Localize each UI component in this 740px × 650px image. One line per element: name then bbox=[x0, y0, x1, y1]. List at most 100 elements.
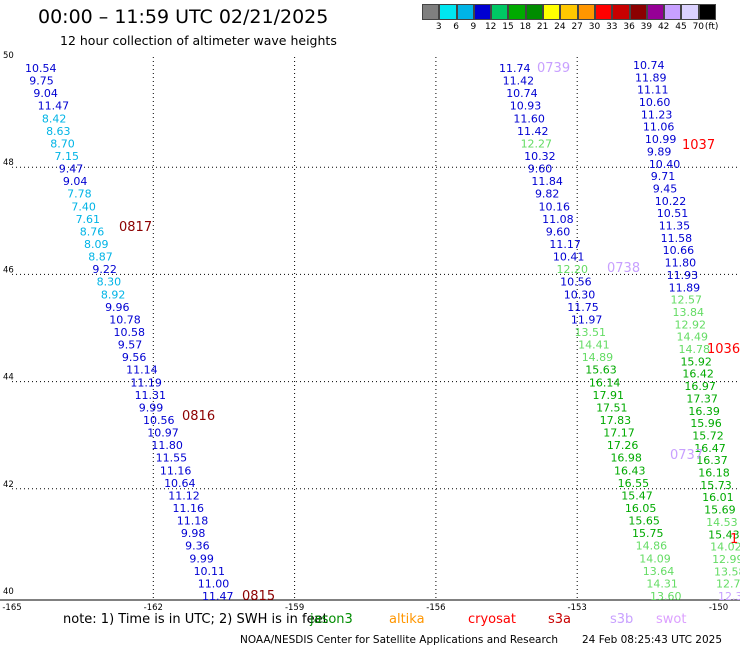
wave-height-value: 16.05 bbox=[625, 502, 657, 515]
pass-time-label: 0816 bbox=[182, 409, 215, 424]
wave-height-value: 10.32 bbox=[524, 150, 556, 163]
lat-tick-label: 44 bbox=[3, 373, 14, 383]
colorbar-swatch bbox=[456, 4, 474, 20]
colorbar-label: 12 bbox=[484, 22, 497, 32]
colorbar-label: 6 bbox=[453, 22, 459, 32]
lon-tick-label: -153 bbox=[568, 603, 587, 610]
wave-height-value: 7.15 bbox=[55, 150, 80, 163]
wave-height-value: 14.31 bbox=[646, 577, 678, 590]
wave-height-value: 11.80 bbox=[151, 439, 183, 452]
wave-height-value: 11.74 bbox=[499, 62, 531, 75]
wave-height-value: 15.92 bbox=[680, 355, 712, 368]
wave-height-value: 10.60 bbox=[639, 96, 671, 109]
wave-height-value: 17.83 bbox=[600, 414, 632, 427]
wave-height-value: 8.87 bbox=[88, 251, 113, 264]
wave-height-value: 10.51 bbox=[657, 207, 689, 220]
wave-height-value: 11.08 bbox=[542, 213, 574, 226]
wave-height-value: 9.22 bbox=[92, 263, 117, 276]
wave-height-value: 15.75 bbox=[632, 527, 664, 540]
wave-height-value: 15.69 bbox=[704, 504, 736, 517]
wave-height-value: 11.75 bbox=[567, 301, 599, 314]
wave-height-value: 12.57 bbox=[671, 294, 703, 307]
wave-height-value: 9.75 bbox=[29, 75, 54, 88]
wave-height-value: 16.14 bbox=[589, 376, 621, 389]
colorbar-label: 21 bbox=[536, 22, 549, 32]
wave-height-value: 10.56 bbox=[143, 414, 175, 427]
wave-height-value: 15.72 bbox=[692, 429, 724, 442]
wave-height-value: 16.98 bbox=[610, 452, 642, 465]
wave-height-value: 11.19 bbox=[130, 376, 162, 389]
wave-height-value: 15.43 bbox=[708, 528, 740, 541]
wave-height-value: 13.84 bbox=[673, 306, 705, 319]
colorbar-swatch bbox=[422, 4, 440, 20]
colorbar-label: 9 bbox=[470, 22, 477, 32]
colorbar-swatch bbox=[508, 4, 526, 20]
wave-height-value: 10.16 bbox=[539, 200, 571, 213]
colorbar-label: 45 bbox=[675, 22, 687, 32]
pass-time-label: 0815 bbox=[242, 589, 275, 604]
wave-height-value: 15.65 bbox=[628, 515, 660, 528]
track-left: 10.549.759.0411.478.428.638.707.159.479.… bbox=[25, 62, 234, 603]
wave-height-value: 13.64 bbox=[643, 565, 675, 578]
wave-height-value: 8.70 bbox=[50, 137, 75, 150]
colorbar-swatch bbox=[646, 4, 665, 20]
track-middle: 11.7411.4210.7410.9311.6011.4212.2710.32… bbox=[499, 62, 682, 603]
wave-height-value: 10.56 bbox=[560, 276, 592, 289]
pass-time-label: 0737 bbox=[670, 448, 703, 463]
wave-height-value: 9.04 bbox=[33, 87, 58, 100]
colorbar-label: 33 bbox=[606, 22, 618, 32]
colorbar-label: 70 bbox=[692, 22, 705, 32]
wave-height-value: 9.47 bbox=[59, 163, 84, 176]
wave-height-value: 7.78 bbox=[67, 188, 92, 201]
wave-height-value: 11.16 bbox=[173, 502, 205, 515]
wave-height-value: 9.71 bbox=[651, 170, 676, 183]
wave-height-value: 10.93 bbox=[510, 100, 542, 113]
wave-height-value: 13.51 bbox=[575, 326, 607, 339]
pass-time-label: 1036 bbox=[707, 342, 740, 357]
wave-height-value: 12.20 bbox=[557, 263, 589, 276]
wave-height-value: 11.93 bbox=[667, 269, 699, 282]
wave-height-value: 14.86 bbox=[636, 540, 668, 553]
lat-tick-label: 50 bbox=[3, 51, 14, 61]
colorbar-label: 15 bbox=[502, 22, 514, 32]
wave-height-value: 9.99 bbox=[189, 552, 214, 565]
colorbar-swatch bbox=[473, 4, 492, 20]
wave-height-value: 16.47 bbox=[694, 442, 726, 455]
wave-height-value: 10.22 bbox=[655, 195, 687, 208]
lat-tick-label: 40 bbox=[3, 587, 14, 597]
map-title: 00:00 – 11:59 UTC 02/21/2025 bbox=[38, 6, 329, 28]
satellite-s3a: s3a bbox=[548, 612, 572, 627]
lat-tick-label: 46 bbox=[3, 265, 14, 275]
wave-height-value: 8.76 bbox=[80, 225, 105, 238]
wave-height-value: 10.78 bbox=[109, 313, 140, 326]
wave-height-value: 14.41 bbox=[578, 339, 610, 352]
wave-height-value: 7.40 bbox=[71, 200, 96, 213]
satellite-jason3: jason3 bbox=[310, 612, 353, 627]
wave-height-value: 11.16 bbox=[160, 464, 192, 477]
wave-height-value: 16.42 bbox=[682, 368, 714, 381]
wave-height-value: 10.99 bbox=[645, 133, 677, 146]
wave-height-value: 11.58 bbox=[661, 232, 693, 245]
wave-height-value: 16.37 bbox=[696, 454, 728, 467]
wave-height-value: 11.14 bbox=[126, 364, 157, 377]
time-labels: 0817 0816 0815 0739 0738 0737 1037 1036 1 bbox=[119, 61, 740, 604]
colorbar-label: 24 bbox=[554, 22, 566, 32]
colorbar-swatch bbox=[664, 4, 682, 20]
colorbar-label: 18 bbox=[519, 22, 532, 32]
wave-height-value: 11.18 bbox=[177, 515, 209, 528]
wave-height-value: 8.92 bbox=[101, 288, 126, 301]
wave-height-value: 11.31 bbox=[135, 389, 167, 402]
wave-height-value: 15.96 bbox=[690, 417, 722, 430]
wave-height-value: 8.09 bbox=[84, 238, 109, 251]
lon-tick-label: -159 bbox=[285, 603, 304, 610]
colorbar-swatch bbox=[525, 4, 544, 20]
wave-height-value: 9.04 bbox=[63, 175, 88, 188]
pass-time-label: 1037 bbox=[682, 138, 715, 153]
axis-ticks: 50 48 46 44 42 40 -165 -162 -159 -156 -153 -150 bbox=[2, 51, 728, 610]
wave-height-value: 11.84 bbox=[531, 175, 563, 188]
pass-time-label: 1 bbox=[730, 532, 738, 547]
wave-height-value: 12.27 bbox=[521, 137, 553, 150]
wave-height-value: 9.99 bbox=[139, 401, 164, 414]
wave-height-value: 16.97 bbox=[684, 380, 716, 393]
wave-height-value: 12.99 bbox=[712, 553, 740, 566]
